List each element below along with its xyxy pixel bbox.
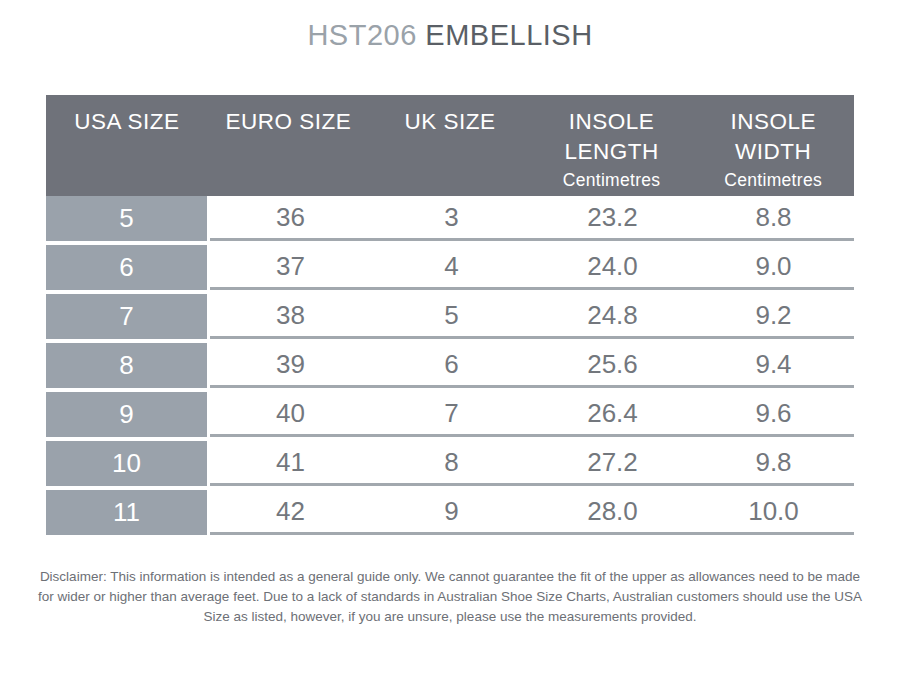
usa-size-cell: 9 bbox=[46, 392, 207, 437]
column-sublabel: Centimetres bbox=[692, 167, 854, 193]
row-data-cells: 42 9 28.0 10.0 bbox=[210, 490, 854, 535]
size-chart-page: HST206 EMBELLISH USA SIZE EURO SIZE UK S… bbox=[0, 0, 900, 677]
usa-size-cell: 5 bbox=[46, 196, 207, 241]
data-cell: 8 bbox=[371, 441, 532, 483]
data-cell: 9.2 bbox=[693, 294, 854, 336]
data-cell: 10.0 bbox=[693, 490, 854, 532]
data-cell: 41 bbox=[210, 441, 371, 483]
table-row: 9 40 7 26.4 9.6 bbox=[46, 392, 854, 437]
data-cell: 7 bbox=[371, 392, 532, 434]
table-row: 6 37 4 24.0 9.0 bbox=[46, 245, 854, 290]
table-row: 10 41 8 27.2 9.8 bbox=[46, 441, 854, 486]
data-cell: 9.0 bbox=[693, 245, 854, 287]
row-data-cells: 39 6 25.6 9.4 bbox=[210, 343, 854, 388]
data-cell: 9.6 bbox=[693, 392, 854, 434]
data-cell: 28.0 bbox=[532, 490, 693, 532]
column-label: UK SIZE bbox=[369, 107, 531, 137]
product-name: EMBELLISH bbox=[425, 19, 592, 51]
disclaimer-text: Disclaimer: This information is intended… bbox=[32, 567, 868, 627]
data-cell: 26.4 bbox=[532, 392, 693, 434]
data-cell: 38 bbox=[210, 294, 371, 336]
column-label: INSOLE LENGTH bbox=[531, 107, 693, 167]
column-label: USA SIZE bbox=[46, 107, 208, 137]
column-header: USA SIZE bbox=[46, 95, 208, 196]
usa-size-cell: 11 bbox=[46, 490, 207, 535]
data-cell: 9.4 bbox=[693, 343, 854, 385]
data-cell: 4 bbox=[371, 245, 532, 287]
table-row: 11 42 9 28.0 10.0 bbox=[46, 490, 854, 535]
data-cell: 24.0 bbox=[532, 245, 693, 287]
table-header: USA SIZE EURO SIZE UK SIZE INSOLE LENGTH… bbox=[46, 95, 854, 196]
table-body: 5 36 3 23.2 8.8 6 37 4 24.0 9.0 7 38 5 2… bbox=[46, 196, 854, 535]
usa-size-cell: 7 bbox=[46, 294, 207, 339]
data-cell: 23.2 bbox=[532, 196, 693, 238]
row-data-cells: 40 7 26.4 9.6 bbox=[210, 392, 854, 437]
row-data-cells: 38 5 24.8 9.2 bbox=[210, 294, 854, 339]
column-sublabel: Centimetres bbox=[531, 167, 693, 193]
size-table: USA SIZE EURO SIZE UK SIZE INSOLE LENGTH… bbox=[46, 95, 854, 535]
data-cell: 3 bbox=[371, 196, 532, 238]
data-cell: 40 bbox=[210, 392, 371, 434]
table-row: 5 36 3 23.2 8.8 bbox=[46, 196, 854, 241]
data-cell: 6 bbox=[371, 343, 532, 385]
data-cell: 27.2 bbox=[532, 441, 693, 483]
table-row: 8 39 6 25.6 9.4 bbox=[46, 343, 854, 388]
column-header: UK SIZE bbox=[369, 95, 531, 196]
column-header: EURO SIZE bbox=[208, 95, 370, 196]
page-title: HST206 EMBELLISH bbox=[0, 0, 900, 53]
data-cell: 5 bbox=[371, 294, 532, 336]
product-code: HST206 bbox=[307, 19, 416, 51]
data-cell: 37 bbox=[210, 245, 371, 287]
row-data-cells: 41 8 27.2 9.8 bbox=[210, 441, 854, 486]
data-cell: 9 bbox=[371, 490, 532, 532]
usa-size-cell: 8 bbox=[46, 343, 207, 388]
data-cell: 24.8 bbox=[532, 294, 693, 336]
data-cell: 8.8 bbox=[693, 196, 854, 238]
data-cell: 39 bbox=[210, 343, 371, 385]
data-cell: 25.6 bbox=[532, 343, 693, 385]
row-data-cells: 36 3 23.2 8.8 bbox=[210, 196, 854, 241]
data-cell: 42 bbox=[210, 490, 371, 532]
row-data-cells: 37 4 24.0 9.0 bbox=[210, 245, 854, 290]
usa-size-cell: 6 bbox=[46, 245, 207, 290]
data-cell: 9.8 bbox=[693, 441, 854, 483]
data-cell: 36 bbox=[210, 196, 371, 238]
table-row: 7 38 5 24.8 9.2 bbox=[46, 294, 854, 339]
column-header: INSOLE WIDTH Centimetres bbox=[692, 95, 854, 196]
column-header: INSOLE LENGTH Centimetres bbox=[531, 95, 693, 196]
usa-size-cell: 10 bbox=[46, 441, 207, 486]
column-label: EURO SIZE bbox=[208, 107, 370, 137]
column-label: INSOLE WIDTH bbox=[692, 107, 854, 167]
